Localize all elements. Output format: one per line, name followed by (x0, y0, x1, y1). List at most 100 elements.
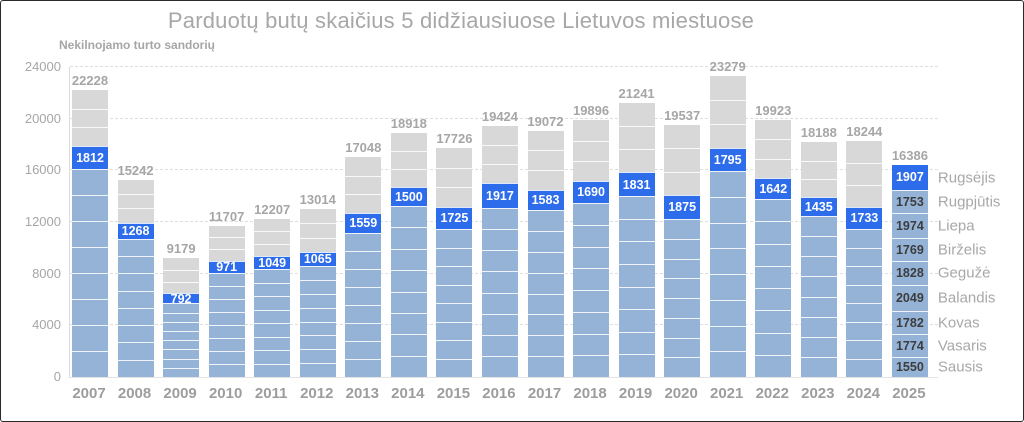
bar-segment-jan-aug (254, 282, 291, 297)
bar-segment-jan-aug (345, 251, 382, 269)
x-tick-label-2025: 2025 (892, 385, 926, 402)
bar-segment-jan-aug (755, 332, 792, 355)
bar-segment-jan-aug (527, 210, 564, 231)
bar-segment-jan-aug (436, 229, 473, 248)
bar-segment-oct-dec (163, 258, 200, 271)
bar-segment-jan-aug (618, 309, 655, 332)
bar-segment-jan-aug (72, 273, 108, 300)
bar-segment-jan-aug (709, 351, 746, 377)
bar-segment-jan-aug (72, 221, 108, 248)
bar-segment-jan-aug (436, 284, 473, 303)
bar-segment-oct-dec (755, 139, 792, 159)
bar-segment-jan-aug (664, 219, 701, 239)
month-value-label: 2049 (895, 291, 924, 306)
bar-segment-jan-aug (846, 266, 883, 285)
bar-segment-oct-dec (208, 237, 245, 250)
bar-segment-september: 1642 (755, 177, 792, 200)
x-tick-label-2008: 2008 (117, 385, 152, 402)
x-tick-label-2007: 2007 (72, 385, 106, 402)
bar-segment-september: 1049 (254, 255, 291, 270)
bar-segment-september: 1583 (527, 189, 564, 210)
bar-segment-jan-aug (573, 224, 610, 247)
total-label: 18918 (390, 115, 427, 131)
bar-2012: 1065 13014 (300, 192, 336, 377)
bar-segment-jan-aug (709, 196, 746, 223)
bar-segment-jan-aug (390, 334, 427, 356)
bar-segment-balandis: 2049 Balandis (891, 284, 995, 312)
bar-segment-jan-aug (618, 263, 655, 287)
month-value-label: 1774 (895, 338, 924, 353)
bar-segment-oct-dec (618, 149, 655, 173)
bar-segment-jan-aug (527, 293, 564, 315)
bar-segment-oct-dec (254, 219, 291, 232)
bar-segment-jan-aug (846, 284, 883, 303)
bar-segment-oct-dec (345, 156, 382, 176)
bar-segment-jan-aug (527, 230, 564, 252)
bar-segment-jan-aug (481, 208, 518, 230)
bar-segment-jan-aug (527, 335, 564, 357)
bar-segment-jan-aug (436, 321, 473, 340)
x-tick-label-2021: 2021 (710, 385, 744, 402)
y-tick-label-4000: 4000 (32, 317, 61, 333)
bar-segment-jan-aug (345, 305, 382, 323)
bar-segment-rugsėjis: 1907 Rugsėjis (891, 165, 995, 191)
month-name-label: Gegužė (937, 264, 991, 282)
bar-segment-jan-aug (755, 265, 792, 289)
bar-segment-jan-aug (800, 336, 837, 357)
bar-segment-oct-dec (345, 175, 382, 195)
bar-segment-oct-dec (527, 169, 564, 190)
bar-segment-jan-aug (72, 299, 108, 326)
bar-2015: 1725 17726 (436, 131, 473, 377)
bar-segment-september: 1733 (846, 206, 883, 229)
bar-segment-jan-aug (618, 331, 655, 355)
bar-segment-jan-aug (390, 248, 427, 271)
september-value-label: 1559 (349, 216, 378, 231)
september-value-label: 1733 (850, 211, 879, 226)
bar-segment-jan-aug (800, 256, 837, 277)
bar-segment-september: 1875 (664, 194, 701, 220)
bar-segment-jan-aug (618, 196, 655, 219)
x-tick-label-2022: 2022 (755, 385, 789, 402)
bar-segment-oct-dec (117, 194, 154, 209)
bar-segment-oct-dec (390, 150, 427, 169)
september-value-label: 1812 (76, 150, 104, 165)
bar-segment-rugpjūtis: 1753 Rugpjūtis (891, 190, 1000, 213)
bar-segment-oct-dec (117, 180, 154, 195)
bar-segment-jan-aug (573, 268, 610, 291)
bar-segment-jan-aug (208, 364, 245, 377)
x-tick-label-2019: 2019 (618, 385, 653, 402)
bar-segment-jan-aug (800, 236, 837, 257)
bar-segment-jan-aug (846, 229, 883, 248)
month-name-label: Balandis (937, 289, 996, 307)
bar-segment-oct-dec (800, 179, 837, 198)
y-tick-label-24000: 24000 (24, 59, 61, 74)
bar-segment-jan-aug (846, 358, 883, 377)
bar-segment-oct-dec (846, 163, 883, 185)
bar-segment-oct-dec (72, 90, 108, 109)
september-value-label: 792 (170, 291, 192, 306)
bar-segment-jan-aug (117, 290, 154, 308)
month-value-label: 1753 (895, 194, 924, 209)
bar-segment-september: 792 (163, 291, 200, 306)
bar-segment-jan-aug (527, 356, 564, 377)
bar-2020: 1875 19537 (664, 108, 701, 377)
bar-segment-jan-aug (618, 241, 655, 264)
bar-segment-sausis: 1550 Sausis (891, 356, 983, 377)
bar-segment-oct-dec (163, 270, 200, 282)
bar-segment-oct-dec (800, 142, 837, 161)
bar-segment-kovas: 1782 Kovas (891, 311, 980, 335)
bar-2024: 1733 18244 (846, 124, 883, 377)
total-label: 18188 (800, 125, 837, 141)
bar-segment-jan-aug (208, 338, 245, 352)
bar-segment-oct-dec (208, 225, 245, 238)
gridline-20000 (70, 117, 938, 119)
bar-segment-jan-aug (390, 227, 427, 249)
bar-segment-september: 1725 (436, 206, 473, 229)
bar-segment-september: 1690 (573, 181, 610, 204)
total-label: 21241 (618, 85, 655, 101)
bar-segment-oct-dec (72, 127, 108, 146)
total-label: 17048 (345, 139, 382, 155)
bar-segment-jan-aug (481, 313, 518, 335)
bar-segment-birželis: 1769 Birželis (891, 238, 986, 261)
